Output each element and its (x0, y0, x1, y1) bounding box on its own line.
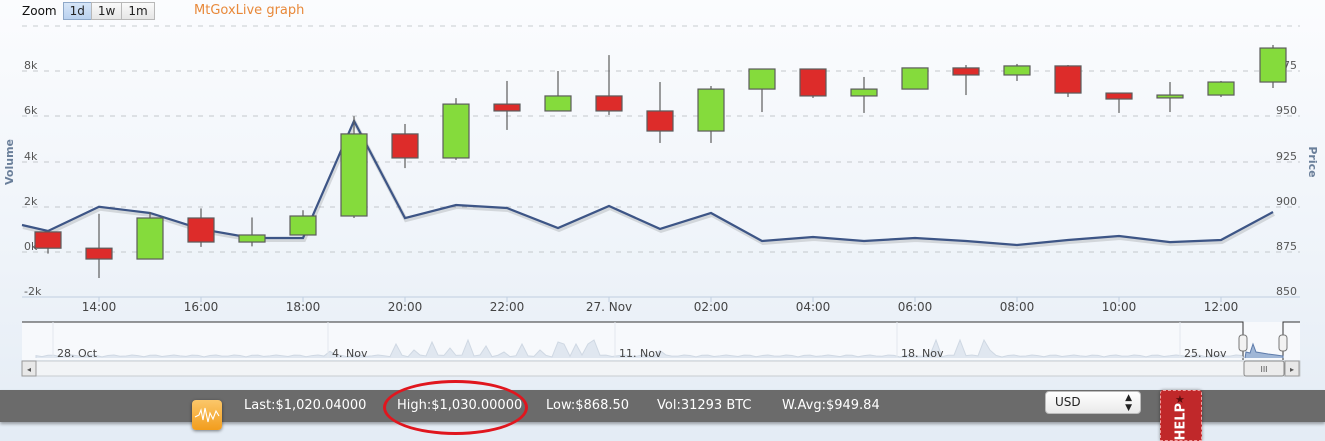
star-icon: ★ (1175, 393, 1185, 406)
candle (1003, 65, 1031, 76)
x-tick-label: 20:00 (388, 300, 423, 314)
price-tick: 900 (1276, 195, 1297, 208)
candle (85, 247, 113, 260)
x-tick-label: 18:00 (286, 300, 321, 314)
x-tick-label: 12:00 (1204, 300, 1239, 314)
price-volume-chart: -2k0k2k4k6k8k850875900925950975VolumePri… (3, 25, 1319, 377)
x-tick-label: 16:00 (184, 300, 219, 314)
scroll-right-button[interactable] (1284, 360, 1300, 377)
currency-select[interactable]: USD ▲ ▼ (1045, 391, 1141, 414)
x-tick-label: 10:00 (1102, 300, 1137, 314)
scroll-left-button[interactable] (21, 360, 37, 377)
x-tick-label: 27. Nov (586, 300, 632, 314)
candle (136, 217, 164, 260)
candle (34, 231, 62, 249)
volume-tick: -2k (24, 285, 42, 298)
navigator-handle[interactable] (1278, 334, 1288, 352)
candle (544, 95, 572, 112)
candle (442, 103, 470, 159)
chart-title: MtGoxLive graph (194, 3, 305, 18)
zoom-1w-button[interactable]: 1w (90, 2, 123, 20)
x-tick-label: 08:00 (1000, 300, 1035, 314)
candle (1054, 65, 1082, 94)
volume-tick: 8k (24, 59, 38, 72)
volume-tick: 2k (24, 195, 38, 208)
low-price: Low:$868.50 (546, 398, 630, 413)
help-tab[interactable]: ★ HELP (1160, 390, 1202, 441)
svg-text:III: III (1260, 365, 1267, 374)
x-tick-label: 06:00 (898, 300, 933, 314)
select-arrows-icon: ▲ ▼ (1125, 393, 1132, 413)
last-price: Last:$1,020.04000 (244, 398, 367, 413)
candle (289, 215, 317, 236)
navigator-handle[interactable] (1238, 334, 1248, 352)
candle (1105, 92, 1133, 100)
svg-text:◂: ◂ (27, 365, 31, 374)
svg-text:▸: ▸ (1290, 365, 1294, 374)
x-tick-label: 22:00 (490, 300, 525, 314)
volume-axis-label: Volume (3, 139, 16, 185)
help-label: HELP (1173, 402, 1189, 441)
candle (238, 234, 266, 243)
volume-tick: 4k (24, 150, 38, 163)
navigator-selected-range (1244, 342, 1284, 359)
price-tick: 950 (1276, 104, 1297, 117)
candle (493, 103, 521, 112)
navigator-date-label: 4. Nov (332, 347, 368, 360)
price-tick: 925 (1276, 150, 1297, 163)
candle (391, 133, 419, 159)
volume-btc: Vol:31293 BTC (657, 398, 752, 413)
candle (646, 110, 674, 132)
candle (1259, 47, 1287, 83)
candle (187, 217, 215, 243)
navigator-date-label: 28. Oct (57, 347, 98, 360)
graph-app-icon[interactable] (192, 400, 222, 430)
scrollbar-thumb[interactable] (1243, 360, 1285, 377)
navigator-date-label: 11. Nov (619, 347, 662, 360)
candle (901, 67, 929, 90)
currency-value: USD (1055, 395, 1081, 409)
candle (850, 88, 878, 97)
annotation-ellipse (383, 380, 528, 435)
candle (952, 67, 980, 76)
candle (1207, 81, 1235, 96)
x-tick-label: 04:00 (796, 300, 831, 314)
candle (1156, 94, 1184, 99)
price-tick: 875 (1276, 240, 1297, 253)
scrollbar-track[interactable] (21, 360, 1301, 377)
x-tick-label: 02:00 (694, 300, 729, 314)
candle (340, 133, 368, 217)
zoom-1d-button[interactable]: 1d (62, 2, 92, 20)
zoom-1m-button[interactable]: 1m (121, 2, 155, 20)
zoom-label: Zoom (22, 4, 57, 18)
weighted-average: W.Avg:$949.84 (782, 398, 880, 413)
zoom-selector: Zoom 1d 1w 1m (22, 2, 155, 20)
candle (748, 68, 776, 90)
volume-tick: 6k (24, 104, 38, 117)
price-axis-label: Price (1306, 146, 1319, 177)
price-tick: 850 (1276, 285, 1297, 298)
candle (595, 95, 623, 112)
navigator-date-label: 18. Nov (901, 347, 944, 360)
navigator-date-label: 25. Nov (1184, 347, 1227, 360)
x-tick-label: 14:00 (82, 300, 117, 314)
candle (799, 68, 827, 97)
candle (697, 88, 725, 132)
